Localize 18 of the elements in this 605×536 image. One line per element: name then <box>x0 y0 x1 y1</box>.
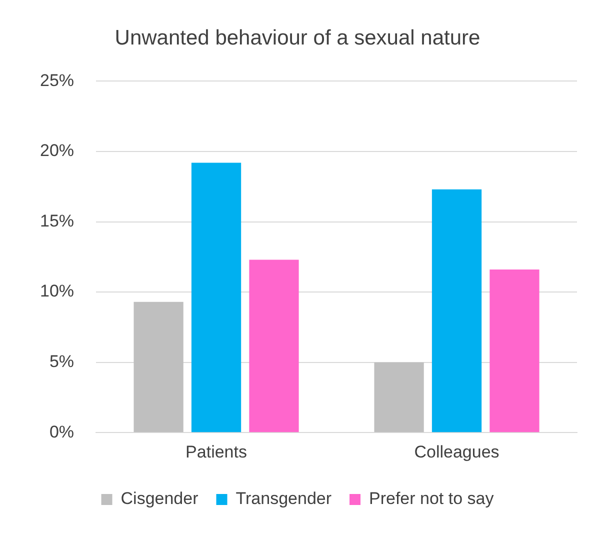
bar <box>249 260 299 432</box>
chart-title: Unwanted behaviour of a sexual nature <box>114 26 480 50</box>
legend-label: Prefer not to say <box>369 489 494 508</box>
bar <box>134 302 184 432</box>
y-tick-label: 0% <box>49 422 74 442</box>
bar <box>191 162 242 432</box>
y-tick-label: 5% <box>49 352 74 372</box>
y-tick-label: 10% <box>40 282 74 301</box>
legend-label: Transgender <box>236 489 332 508</box>
legend-label: Cisgender <box>120 489 199 508</box>
y-tick-label: 20% <box>40 141 74 160</box>
y-tick-label: 25% <box>40 70 74 90</box>
x-tick-label: Patients <box>186 442 247 462</box>
bar <box>374 362 424 432</box>
bar <box>490 270 540 432</box>
bar <box>432 189 482 432</box>
x-tick-label: Colleagues <box>414 442 500 462</box>
y-tick-label: 15% <box>40 211 74 230</box>
